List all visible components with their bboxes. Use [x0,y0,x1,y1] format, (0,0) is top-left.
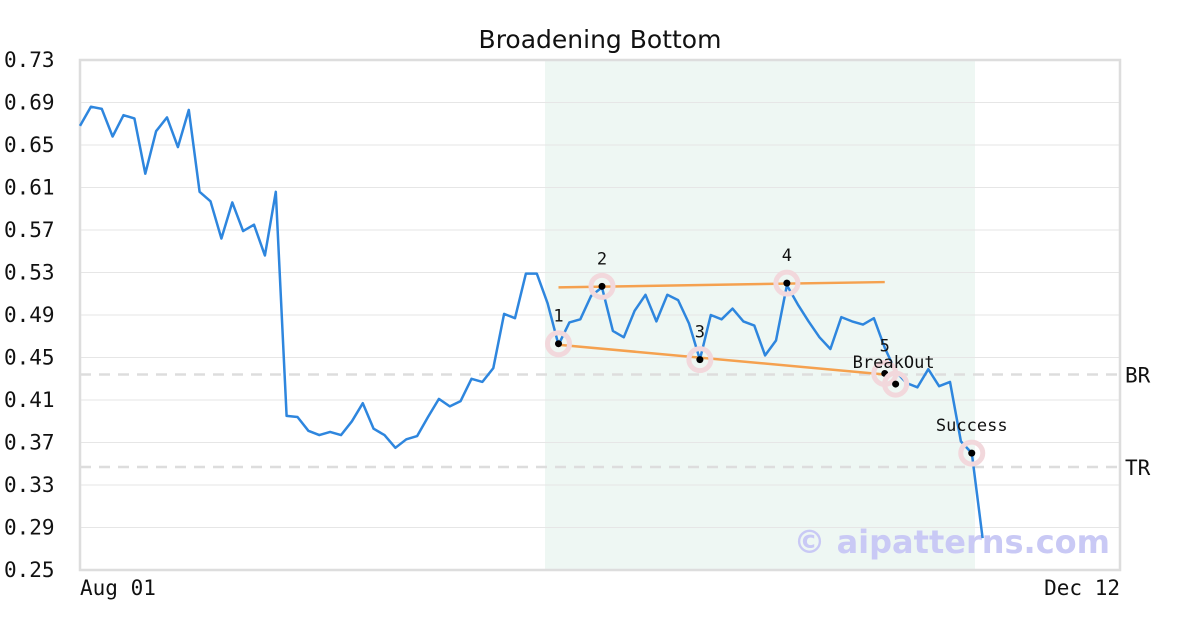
y-tick-label: 0.73 [4,48,55,72]
marker-dot [783,279,791,287]
watermark: © aipatterns.com [793,523,1110,561]
y-tick-label: 0.37 [4,431,55,455]
annotation-label: 4 [782,246,792,266]
marker-ring [588,272,616,300]
marker-dot [968,449,976,457]
annotation-label: 5 [880,336,890,356]
x-tick-label: Dec 12 [1044,576,1120,600]
marker-dot [555,340,562,348]
y-tick-label: 0.45 [4,346,55,370]
annotation-label: 2 [597,249,607,269]
annotation-label: 3 [695,323,705,343]
level-label-tr: TR [1125,456,1151,480]
y-tick-label: 0.33 [4,473,55,497]
y-tick-label: 0.69 [4,91,55,115]
chart-title: Broadening Bottom [479,25,722,54]
y-tick-label: 0.53 [4,261,55,285]
y-tick-label: 0.29 [4,516,55,540]
annotation-label: Success [936,416,1008,436]
marker-ring [773,269,801,297]
annotation-label: 1 [553,307,563,327]
x-tick-label: Aug 01 [80,576,156,600]
marker-dot [598,282,606,290]
y-tick-label: 0.57 [4,218,55,242]
marker-ring [545,330,572,358]
price-series-line [78,105,984,539]
annotation-label: BreakOut [853,353,935,373]
y-tick-label: 0.49 [4,303,55,327]
y-axis-ticks: 0.25 0.29 0.33 0.37 0.41 0.45 0.49 0.53 0.57 0.61… [4,48,55,582]
y-tick-label: 0.61 [4,176,55,200]
marker-ring [686,346,714,374]
marker-ring [882,370,910,398]
y-tick-label: 0.65 [4,133,55,157]
level-lines: BR TR [80,364,1151,480]
y-tick-label: 0.25 [4,558,55,582]
x-axis-ticks: Aug 01 Dec 12 [80,576,1120,600]
marker-ring [958,439,986,467]
plot-frame [78,58,1122,572]
trendline [558,343,885,376]
level-label-br: BR [1125,364,1151,388]
grid-lines [80,59,1120,571]
marker-dot [696,356,704,364]
marker-dot [892,380,900,388]
y-tick-label: 0.41 [4,388,55,412]
